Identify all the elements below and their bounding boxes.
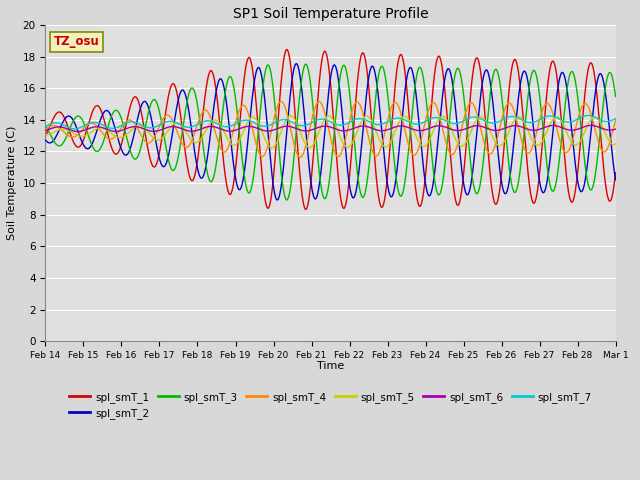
spl_smT_6: [494, 127, 502, 133]
spl_smT_2: [612, 177, 620, 182]
spl_smT_5: [268, 145, 276, 151]
spl_smT_1: [283, 47, 291, 52]
spl_smT_4: [154, 126, 162, 132]
spl_smT_6: [545, 123, 552, 129]
Line: spl_smT_4: spl_smT_4: [45, 101, 616, 157]
spl_smT_7: [494, 119, 502, 125]
Line: spl_smT_5: spl_smT_5: [45, 116, 616, 148]
spl_smT_3: [420, 78, 428, 84]
spl_smT_2: [232, 178, 240, 183]
spl_smT_7: [420, 120, 428, 125]
Line: spl_smT_7: spl_smT_7: [45, 115, 616, 129]
spl_smT_1: [495, 195, 502, 201]
Line: spl_smT_3: spl_smT_3: [45, 64, 616, 200]
spl_smT_3: [154, 105, 162, 110]
spl_smT_7: [612, 116, 620, 121]
spl_smT_6: [587, 122, 595, 128]
spl_smT_5: [232, 142, 240, 147]
spl_smT_7: [42, 124, 49, 130]
Title: SP1 Soil Temperature Profile: SP1 Soil Temperature Profile: [233, 7, 428, 21]
spl_smT_7: [71, 126, 79, 132]
spl_smT_1: [545, 75, 552, 81]
spl_smT_3: [232, 99, 240, 105]
spl_smT_4: [420, 125, 428, 131]
spl_smT_1: [154, 155, 162, 160]
spl_smT_4: [232, 118, 240, 123]
spl_smT_5: [287, 113, 294, 119]
spl_smT_5: [612, 141, 620, 147]
Line: spl_smT_6: spl_smT_6: [45, 125, 616, 132]
spl_smT_7: [169, 119, 177, 124]
spl_smT_4: [168, 117, 176, 123]
spl_smT_5: [168, 122, 176, 128]
spl_smT_4: [277, 98, 285, 104]
spl_smT_3: [42, 123, 49, 129]
spl_smT_4: [42, 127, 49, 132]
spl_smT_7: [545, 113, 552, 119]
Text: TZ_osu: TZ_osu: [54, 36, 100, 48]
spl_smT_2: [495, 154, 502, 159]
spl_smT_2: [273, 197, 281, 203]
spl_smT_7: [155, 122, 163, 128]
spl_smT_5: [42, 132, 49, 138]
spl_smT_7: [232, 120, 240, 126]
spl_smT_5: [154, 137, 162, 143]
spl_smT_3: [168, 167, 176, 173]
spl_smT_7: [584, 112, 591, 118]
spl_smT_3: [302, 61, 310, 67]
spl_smT_4: [495, 131, 502, 137]
spl_smT_6: [169, 124, 177, 130]
Legend: spl_smT_1, spl_smT_2, spl_smT_3, spl_smT_4, spl_smT_5, spl_smT_6, spl_smT_7: spl_smT_1, spl_smT_2, spl_smT_3, spl_smT…: [65, 387, 596, 423]
spl_smT_6: [42, 128, 49, 133]
spl_smT_6: [232, 127, 240, 133]
spl_smT_1: [302, 206, 310, 212]
spl_smT_4: [612, 118, 620, 123]
spl_smT_2: [420, 168, 428, 174]
spl_smT_5: [545, 125, 552, 131]
spl_smT_3: [495, 72, 502, 77]
Y-axis label: Soil Temperature (C): Soil Temperature (C): [7, 126, 17, 240]
spl_smT_1: [232, 161, 240, 167]
spl_smT_6: [155, 128, 163, 133]
spl_smT_6: [74, 129, 81, 134]
spl_smT_2: [168, 132, 176, 138]
spl_smT_3: [545, 174, 552, 180]
spl_smT_1: [420, 188, 428, 193]
spl_smT_5: [420, 144, 428, 149]
Line: spl_smT_2: spl_smT_2: [45, 64, 616, 200]
spl_smT_5: [495, 143, 502, 148]
spl_smT_2: [154, 152, 162, 157]
spl_smT_4: [296, 155, 304, 160]
spl_smT_4: [545, 101, 552, 107]
spl_smT_2: [42, 137, 49, 143]
spl_smT_6: [612, 126, 620, 132]
spl_smT_3: [612, 94, 620, 99]
Line: spl_smT_1: spl_smT_1: [45, 49, 616, 209]
spl_smT_2: [545, 168, 552, 174]
spl_smT_1: [612, 170, 620, 176]
spl_smT_3: [283, 197, 291, 203]
spl_smT_1: [168, 81, 176, 87]
spl_smT_2: [292, 61, 300, 67]
spl_smT_6: [420, 127, 428, 133]
X-axis label: Time: Time: [317, 361, 344, 372]
spl_smT_1: [42, 133, 49, 139]
